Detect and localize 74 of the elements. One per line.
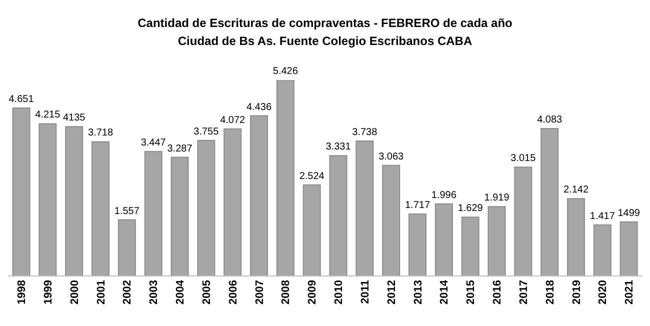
x-tick-label: 2002	[122, 280, 134, 304]
data-label: 4135	[62, 112, 86, 124]
bar	[567, 198, 586, 276]
bar	[250, 115, 268, 276]
x-tick-label: 2015	[465, 280, 478, 304]
data-label: 4.215	[35, 110, 61, 121]
bar	[38, 123, 57, 276]
x-tick-label: 2005	[200, 280, 213, 304]
bar	[514, 166, 532, 276]
data-label: 3.015	[510, 153, 536, 164]
bar	[224, 128, 242, 276]
bar	[461, 216, 480, 276]
x-tick-label: 2007	[254, 280, 266, 304]
x-tick-label: 2016	[492, 280, 504, 304]
x-tick-label: 2018	[544, 280, 556, 304]
x-tick-label: 2017	[518, 280, 530, 304]
data-label: 3.331	[326, 142, 352, 153]
data-label: 3.738	[352, 126, 378, 138]
data-label: 1.417	[590, 210, 616, 222]
bar	[329, 155, 348, 276]
data-label: 3.718	[88, 128, 114, 139]
bar	[276, 80, 294, 276]
x-tick-label: 2006	[227, 280, 240, 304]
data-label: 3.755	[194, 126, 220, 138]
x-tick-label: 2012	[386, 280, 398, 304]
data-label: 3.287	[167, 143, 193, 154]
data-label: 4.072	[220, 114, 246, 126]
data-label: 2.142	[563, 184, 589, 196]
bar	[92, 141, 110, 276]
x-tick-label: 2021	[624, 280, 636, 304]
bar	[408, 213, 427, 276]
bar	[593, 224, 612, 276]
data-label: 1.717	[404, 200, 430, 211]
bar	[170, 156, 189, 276]
x-tick-label: 2010	[333, 280, 346, 304]
bar	[65, 126, 84, 276]
x-tick-label: 2001	[95, 280, 108, 304]
bar	[434, 203, 453, 276]
x-tick-label: 2008	[280, 280, 292, 304]
bar	[356, 140, 374, 276]
data-label: 1.996	[431, 190, 457, 201]
chart-subtitle: Ciudad de Bs As. Fuente Colegio Escribanos CABA	[176, 33, 474, 50]
x-tick-label: 2003	[148, 280, 160, 304]
x-tick-label: 2004	[174, 279, 187, 304]
bar	[302, 184, 321, 276]
bar	[118, 219, 136, 276]
bar	[540, 128, 559, 276]
data-label: 1499	[618, 208, 640, 219]
x-tick-label: 2020	[597, 280, 610, 304]
data-label: 3.063	[378, 151, 404, 162]
data-label: 5.426	[272, 66, 298, 77]
data-label: 1.557	[114, 206, 140, 217]
bar	[620, 221, 638, 276]
bar	[382, 164, 400, 276]
data-label: 4.436	[246, 102, 272, 113]
bar	[488, 206, 506, 276]
x-tick-label: 2013	[412, 280, 424, 304]
data-label: 4.651	[8, 94, 34, 105]
bar	[12, 107, 30, 276]
bar	[144, 150, 162, 276]
bar	[197, 140, 216, 276]
x-tick-label: 2014	[438, 279, 451, 304]
x-tick-label: 1998	[16, 280, 28, 304]
data-label: 1.629	[458, 203, 484, 214]
x-tick-label: 2011	[359, 280, 372, 304]
data-label: 3.447	[140, 137, 166, 148]
x-tick-label: 2000	[68, 280, 81, 304]
x-tick-label: 2019	[570, 280, 583, 304]
data-label: 4.083	[537, 114, 563, 126]
chart-title: Cantidad de Escrituras de compraventas - FEBRERO de cada año	[136, 15, 514, 32]
x-tick-label: 1999	[42, 280, 54, 304]
x-tick-label: 2009	[306, 280, 319, 304]
data-label: 2.524	[299, 170, 325, 182]
data-label: 1.919	[484, 192, 510, 204]
